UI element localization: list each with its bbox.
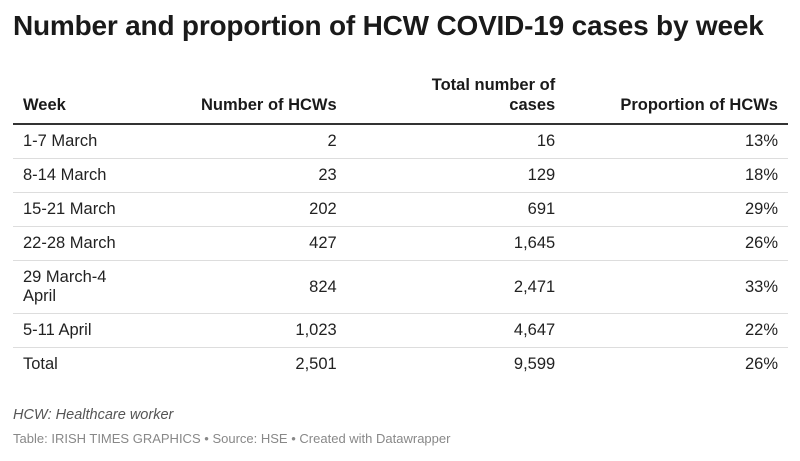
footer-source-name: HSE — [260, 431, 288, 446]
cell-total: 691 — [346, 192, 566, 227]
column-header-proportion: Proportion of HCWs — [565, 75, 788, 125]
cell-total: 16 — [346, 124, 566, 159]
column-header-hcws: Number of HCWs — [176, 75, 347, 125]
column-header-week: Week — [13, 75, 177, 125]
cell-hcws: 427 — [176, 226, 347, 261]
column-header-total-cases: Total number of cases — [346, 75, 566, 125]
table-row: 8-14 March 23 129 18% — [13, 158, 788, 193]
footer-table-source: IRISH TIMES GRAPHICS — [51, 431, 201, 446]
cell-hcws: 202 — [176, 192, 347, 227]
cell-week: 22-28 March — [13, 226, 177, 261]
cell-week: 5-11 April — [13, 313, 177, 348]
table-header-row: Week Number of HCWs Total number of case… — [13, 75, 788, 125]
cell-proportion: 22% — [565, 313, 788, 348]
cell-proportion: 26% — [565, 226, 788, 261]
table-row-total: Total 2,501 9,599 26% — [13, 348, 788, 382]
cell-total: 4,647 — [346, 313, 566, 348]
cell-proportion: 18% — [565, 158, 788, 193]
cell-week: Total — [23, 355, 58, 373]
chart-title: Number and proportion of HCW COVID-19 ca… — [13, 10, 764, 41]
cell-week: 8-14 March — [13, 158, 177, 193]
cell-week: 1-7 March — [13, 124, 177, 159]
cell-hcws: 2 — [176, 124, 347, 159]
cell-total: 1,645 — [346, 226, 566, 261]
cell-proportion: 13% — [565, 124, 788, 159]
footer-credits: Table: IRISH TIMES GRAPHICS • Source: HS… — [13, 431, 450, 446]
footer-source-label: Source: — [212, 431, 258, 446]
cell-hcws: 23 — [176, 158, 347, 193]
footer-separator: • — [291, 431, 296, 446]
cell-hcws: 824 — [176, 260, 347, 314]
table-row: 22-28 March 427 1,645 26% — [13, 226, 788, 261]
cell-week: 29 March-4 April — [13, 260, 177, 314]
table-row: 15-21 March 202 691 29% — [13, 192, 788, 227]
cell-proportion: 33% — [565, 260, 788, 314]
cell-hcws: 2,501 — [295, 355, 337, 373]
table-row: 1-7 March 2 16 13% — [13, 124, 788, 159]
table-notes: HCW: Healthcare worker — [13, 407, 174, 423]
footer-credit-link[interactable]: Created with Datawrapper — [299, 431, 451, 446]
footer-separator: • — [204, 431, 209, 446]
cell-proportion: 29% — [565, 192, 788, 227]
cell-total: 9,599 — [513, 355, 556, 373]
cell-hcws: 1,023 — [176, 313, 347, 348]
table-row: 5-11 April 1,023 4,647 22% — [13, 313, 788, 348]
table-row: 29 March-4 April 824 2,471 33% — [13, 260, 788, 314]
cell-total: 2,471 — [346, 260, 566, 314]
data-table: Week Number of HCWs Total number of case… — [13, 75, 788, 381]
cell-total: 129 — [346, 158, 566, 193]
cell-proportion: 26% — [744, 355, 778, 373]
footer-table-label: Table: — [13, 431, 48, 446]
table-body: 1-7 March 2 16 13% 8-14 March 23 129 18%… — [13, 124, 788, 381]
cell-week: 15-21 March — [13, 192, 177, 227]
